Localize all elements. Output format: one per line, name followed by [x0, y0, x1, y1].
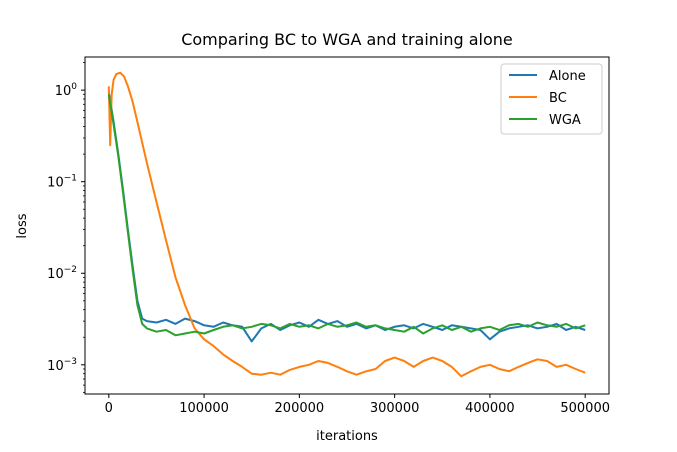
x-tick-label: 300000 — [370, 401, 420, 416]
legend-label-alone: Alone — [549, 69, 586, 84]
y-tick-label: 10−3 — [47, 357, 77, 374]
x-tick-label: 0 — [105, 401, 113, 416]
x-axis: 0 100000 200000 300000 400000 500000 — [105, 394, 610, 416]
legend-label-wga: WGA — [549, 113, 581, 128]
y-axis: 10−3 10−2 10−1 100 — [47, 62, 85, 393]
chart-title: Comparing BC to WGA and training alone — [181, 30, 513, 49]
legend-label-bc: BC — [549, 91, 567, 106]
axes-frame — [84, 56, 610, 395]
x-tick-label: 100000 — [179, 401, 229, 416]
plot-lines — [107, 71, 586, 378]
legend-box — [500, 63, 603, 135]
series-line-wga — [107, 94, 586, 337]
y-tick-label: 10−1 — [47, 174, 77, 191]
x-axis-label: iterations — [316, 429, 378, 444]
x-tick-label: 500000 — [560, 401, 610, 416]
x-tick-label: 400000 — [465, 401, 515, 416]
y-axis-label: loss — [15, 213, 30, 238]
y-tick-label: 10−2 — [47, 265, 77, 282]
y-tick-label: 100 — [55, 82, 78, 99]
legend: Alone BC WGA — [500, 63, 603, 135]
x-tick-label: 200000 — [275, 401, 325, 416]
series-line-bc — [107, 71, 586, 378]
